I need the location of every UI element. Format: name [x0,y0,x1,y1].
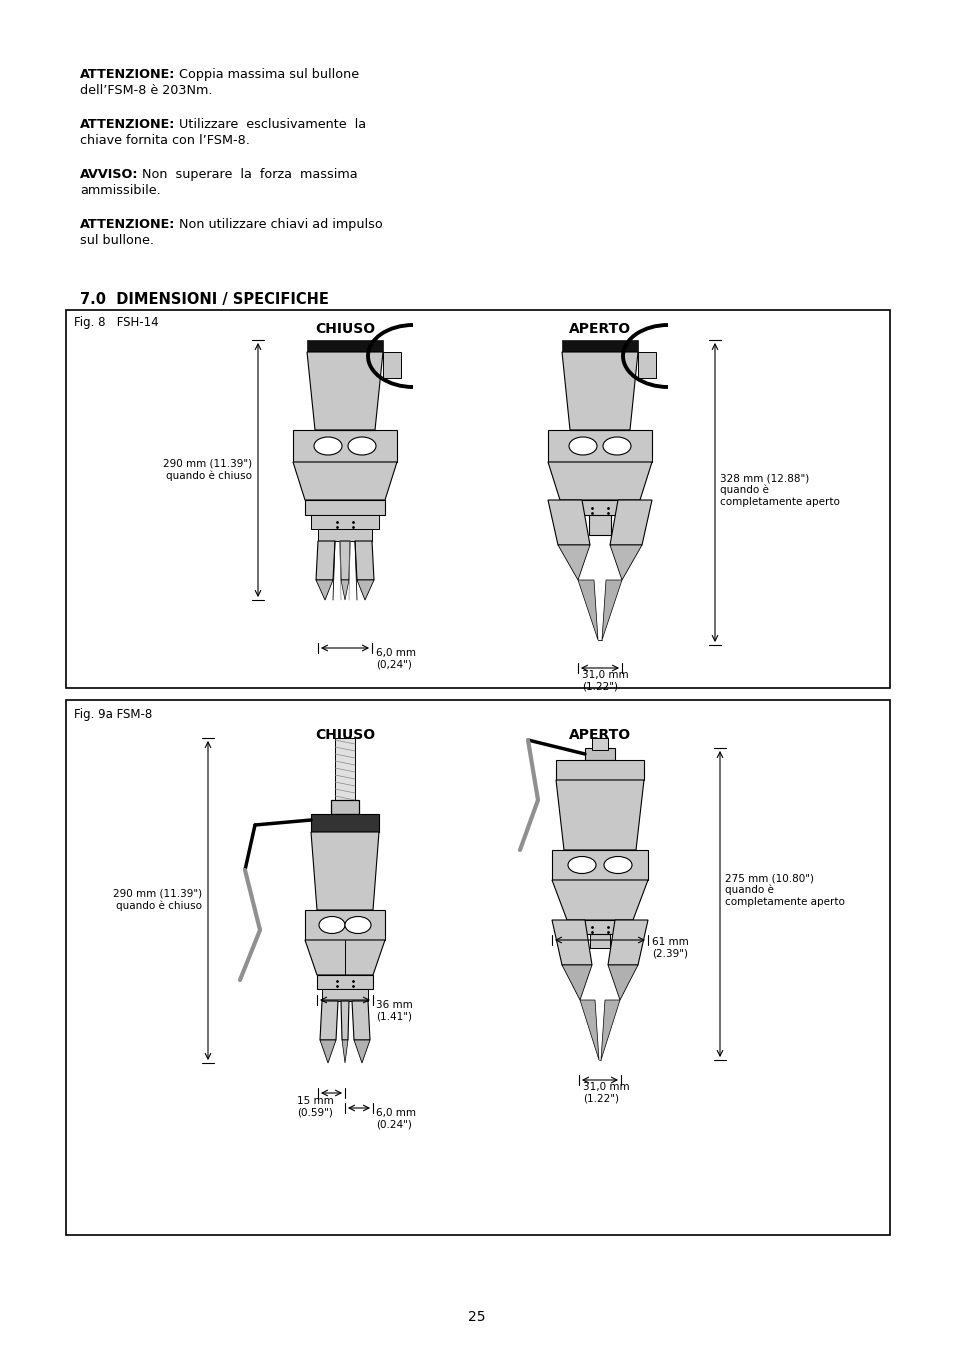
Bar [331,801,358,814]
Text: 6,0 mm
(0,24"): 6,0 mm (0,24") [375,648,416,670]
Text: 290 mm (11.39")
quando è chiuso: 290 mm (11.39") quando è chiuso [163,459,252,481]
Polygon shape [339,541,350,580]
Bar [316,975,373,990]
Ellipse shape [314,437,341,455]
Text: 7.0  DIMENSIONI / SPECIFICHE: 7.0 DIMENSIONI / SPECIFICHE [80,292,329,306]
Text: 15 mm
(0.59"): 15 mm (0.59") [296,1096,333,1118]
Text: Fig. 9a FSM-8: Fig. 9a FSM-8 [74,707,152,721]
Polygon shape [579,1000,598,1060]
Polygon shape [600,1000,619,1060]
Text: Fig. 8   FSH-14: Fig. 8 FSH-14 [74,316,158,329]
Text: 25: 25 [468,1310,485,1324]
Polygon shape [552,880,647,919]
Bar [552,850,647,880]
Bar [66,701,889,1235]
Polygon shape [352,1000,370,1040]
Text: 328 mm (12.88")
quando è
completamente aperto: 328 mm (12.88") quando è completamente a… [720,472,839,506]
Polygon shape [319,1040,335,1062]
Bar [584,748,615,760]
Text: CHIUSO: CHIUSO [314,323,375,336]
Text: 61 mm
(2.39"): 61 mm (2.39") [651,937,688,958]
Polygon shape [547,500,589,545]
Bar [66,310,889,688]
Bar [305,500,385,514]
Polygon shape [341,1040,348,1062]
Polygon shape [356,580,374,599]
Polygon shape [355,541,374,580]
Text: 6,0 mm
(0.24"): 6,0 mm (0.24") [375,1108,416,1130]
Polygon shape [293,462,396,500]
Polygon shape [607,965,638,1000]
Text: ATTENZIONE:: ATTENZIONE: [80,117,175,131]
Text: APERTO: APERTO [568,323,630,336]
Bar [566,919,633,934]
Bar [293,431,396,462]
Text: 275 mm (10.80")
quando è
completamente aperto: 275 mm (10.80") quando è completamente a… [724,873,844,907]
Polygon shape [561,965,592,1000]
Text: Non  superare  la  forza  massima: Non superare la forza massima [138,167,357,181]
Text: 31,0 mm
(1.22"): 31,0 mm (1.22") [581,670,628,691]
Bar [588,500,610,535]
Text: CHIUSO: CHIUSO [314,728,375,743]
Polygon shape [609,545,641,580]
Bar [322,990,368,1000]
Polygon shape [354,1040,370,1062]
Bar [311,514,378,529]
Bar [556,760,643,780]
Text: 31,0 mm
(1.22"): 31,0 mm (1.22") [582,1081,629,1103]
Polygon shape [601,580,621,640]
Polygon shape [305,940,385,975]
Polygon shape [607,919,647,965]
Bar [561,340,638,352]
Text: APERTO: APERTO [568,728,630,743]
Text: AVVISO:: AVVISO: [80,167,138,181]
Bar [311,814,378,832]
Bar [335,738,355,803]
Text: chiave fornita con l’FSM-8.: chiave fornita con l’FSM-8. [80,134,250,147]
Text: 290 mm (11.39")
quando è chiuso: 290 mm (11.39") quando è chiuso [112,888,202,911]
Bar [589,919,609,948]
Polygon shape [340,1000,349,1040]
Text: Coppia massima sul bullone: Coppia massima sul bullone [175,68,359,81]
Bar [547,431,651,462]
Polygon shape [558,545,589,580]
Text: Non utilizzare chiavi ad impulso: Non utilizzare chiavi ad impulso [175,217,383,231]
Text: Utilizzare  esclusivamente  la: Utilizzare esclusivamente la [175,117,366,131]
Ellipse shape [603,856,631,873]
Polygon shape [578,580,598,640]
Text: dell’FSM-8 è 203Nm.: dell’FSM-8 è 203Nm. [80,84,213,97]
Polygon shape [340,580,349,599]
Polygon shape [311,832,378,910]
Bar [382,352,400,378]
Bar [592,738,607,751]
Bar [305,910,385,940]
Polygon shape [307,352,382,431]
Polygon shape [547,462,651,500]
Ellipse shape [568,437,597,455]
Bar [638,352,656,378]
Ellipse shape [602,437,630,455]
Text: ATTENZIONE:: ATTENZIONE: [80,217,175,231]
Text: sul bullone.: sul bullone. [80,234,153,247]
Polygon shape [556,780,643,850]
Polygon shape [319,1000,337,1040]
Text: ammissibile.: ammissibile. [80,184,161,197]
Polygon shape [315,541,335,580]
Polygon shape [315,580,333,599]
Ellipse shape [318,917,345,933]
Polygon shape [561,352,638,431]
Ellipse shape [567,856,596,873]
Text: ATTENZIONE:: ATTENZIONE: [80,68,175,81]
Bar [307,340,382,352]
Polygon shape [552,919,592,965]
Bar [317,529,372,541]
Bar [559,500,639,514]
Ellipse shape [345,917,371,933]
Polygon shape [609,500,651,545]
Ellipse shape [348,437,375,455]
Text: 36 mm
(1.41"): 36 mm (1.41") [375,1000,413,1022]
